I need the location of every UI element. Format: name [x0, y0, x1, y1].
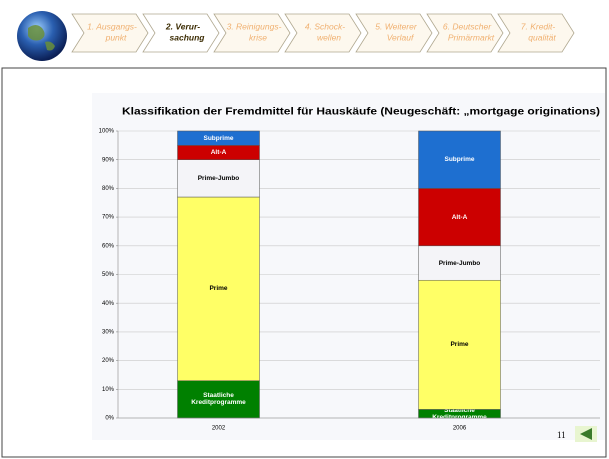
y-tick-label: 100% [99, 129, 115, 135]
y-tick-label: 50% [102, 272, 115, 278]
segment-label-box: Alt-A [451, 213, 468, 221]
segment-label-box: Prime-Jumbo [197, 174, 240, 182]
segment-label-box: Staatliche Kreditprogramme [432, 409, 487, 418]
segment-label: Subprime [203, 134, 234, 142]
segment-label-box: Subprime [444, 156, 475, 164]
nav-item[interactable] [355, 13, 433, 53]
bar-segment [418, 279, 501, 410]
nav-item-label[interactable]: 5. Weiterer [375, 21, 418, 31]
segment-label-box: Subprime [203, 134, 234, 142]
navigation: 1. Ausgangs-punkt 2. Verur-sachung 3. Rein… [71, 13, 575, 53]
nav-item-label[interactable]: Primärmarkt [448, 32, 495, 42]
nav-item-label[interactable]: krise [249, 32, 267, 42]
segment-label: Subprime [444, 156, 475, 164]
nav-item-label[interactable]: 7. Kredit- [521, 21, 556, 31]
y-tick-label: 90% [102, 157, 115, 163]
nav-item-label[interactable]: wellen [317, 32, 341, 42]
segment-label-box: Prime [209, 285, 228, 293]
nav-item-label[interactable]: Verlauf [387, 32, 415, 42]
y-tick-label: 40% [102, 301, 115, 307]
nav-item-label[interactable]: 6. Deutscher [443, 21, 492, 31]
nav-item-label[interactable]: 4. Schock- [305, 21, 345, 31]
segment-label: Staatliche Kreditprogramme [191, 392, 246, 407]
nav-item[interactable] [71, 13, 149, 53]
segment-label-box: Alt-A [210, 149, 227, 157]
segment-label: Staatliche Kreditprogramme [432, 409, 487, 418]
bar-segment [418, 188, 501, 247]
bar-segment [177, 130, 260, 146]
segment-label: Alt-A [451, 213, 468, 221]
nav-item-label[interactable]: 2. Verur- [165, 21, 200, 31]
bar-segment [418, 245, 501, 281]
y-tick-label: 70% [102, 215, 115, 221]
chart-title: Klassifikation der Fremdmittel für Hausk… [122, 107, 600, 118]
nav-item[interactable] [284, 13, 362, 53]
segment-label: Prime [209, 285, 228, 293]
nav-item[interactable] [497, 13, 575, 53]
nav-item[interactable] [426, 13, 504, 53]
x-tick-label: 2002 [212, 426, 226, 432]
segment-label: Alt-A [210, 149, 227, 157]
y-tick-label: 10% [102, 387, 115, 393]
bar-segment [177, 196, 260, 381]
segment-label-box: Prime [450, 341, 469, 349]
y-tick-label: 60% [102, 243, 115, 249]
nav-item-label[interactable]: punkt [105, 32, 127, 42]
y-tick-label: 0% [105, 416, 114, 422]
segment-label-box: Prime-Jumbo [438, 259, 481, 267]
y-tick-label: 80% [102, 186, 115, 192]
bar-segment [418, 130, 501, 189]
x-tick-label: 2006 [453, 426, 467, 432]
globe-land [28, 25, 55, 51]
nav-item-label[interactable]: 3. Reinigungs- [227, 21, 282, 31]
bar-segment [177, 159, 260, 198]
page-number: 11 [557, 430, 566, 440]
nav-item[interactable] [142, 13, 220, 53]
y-tick-label: 30% [102, 329, 115, 335]
bar-segment [177, 380, 260, 419]
segment-label: Prime [450, 341, 469, 349]
nav-item-label[interactable]: sachung [170, 32, 206, 42]
y-tick-label: 20% [102, 358, 115, 364]
back-arrow[interactable] [580, 428, 592, 440]
segment-label-box: Staatliche Kreditprogramme [191, 392, 246, 407]
slide-frame [1, 67, 607, 458]
chart: Klassifikation der Fremdmittel für Hausk… [99, 107, 600, 432]
segment-label: Prime-Jumbo [197, 174, 240, 182]
nav-item[interactable] [213, 13, 291, 53]
nav-item-label[interactable]: qualität [528, 32, 556, 42]
nav-item-label[interactable]: 1. Ausgangs- [87, 21, 137, 31]
segment-label: Prime-Jumbo [438, 259, 481, 267]
chart-background [92, 93, 605, 440]
